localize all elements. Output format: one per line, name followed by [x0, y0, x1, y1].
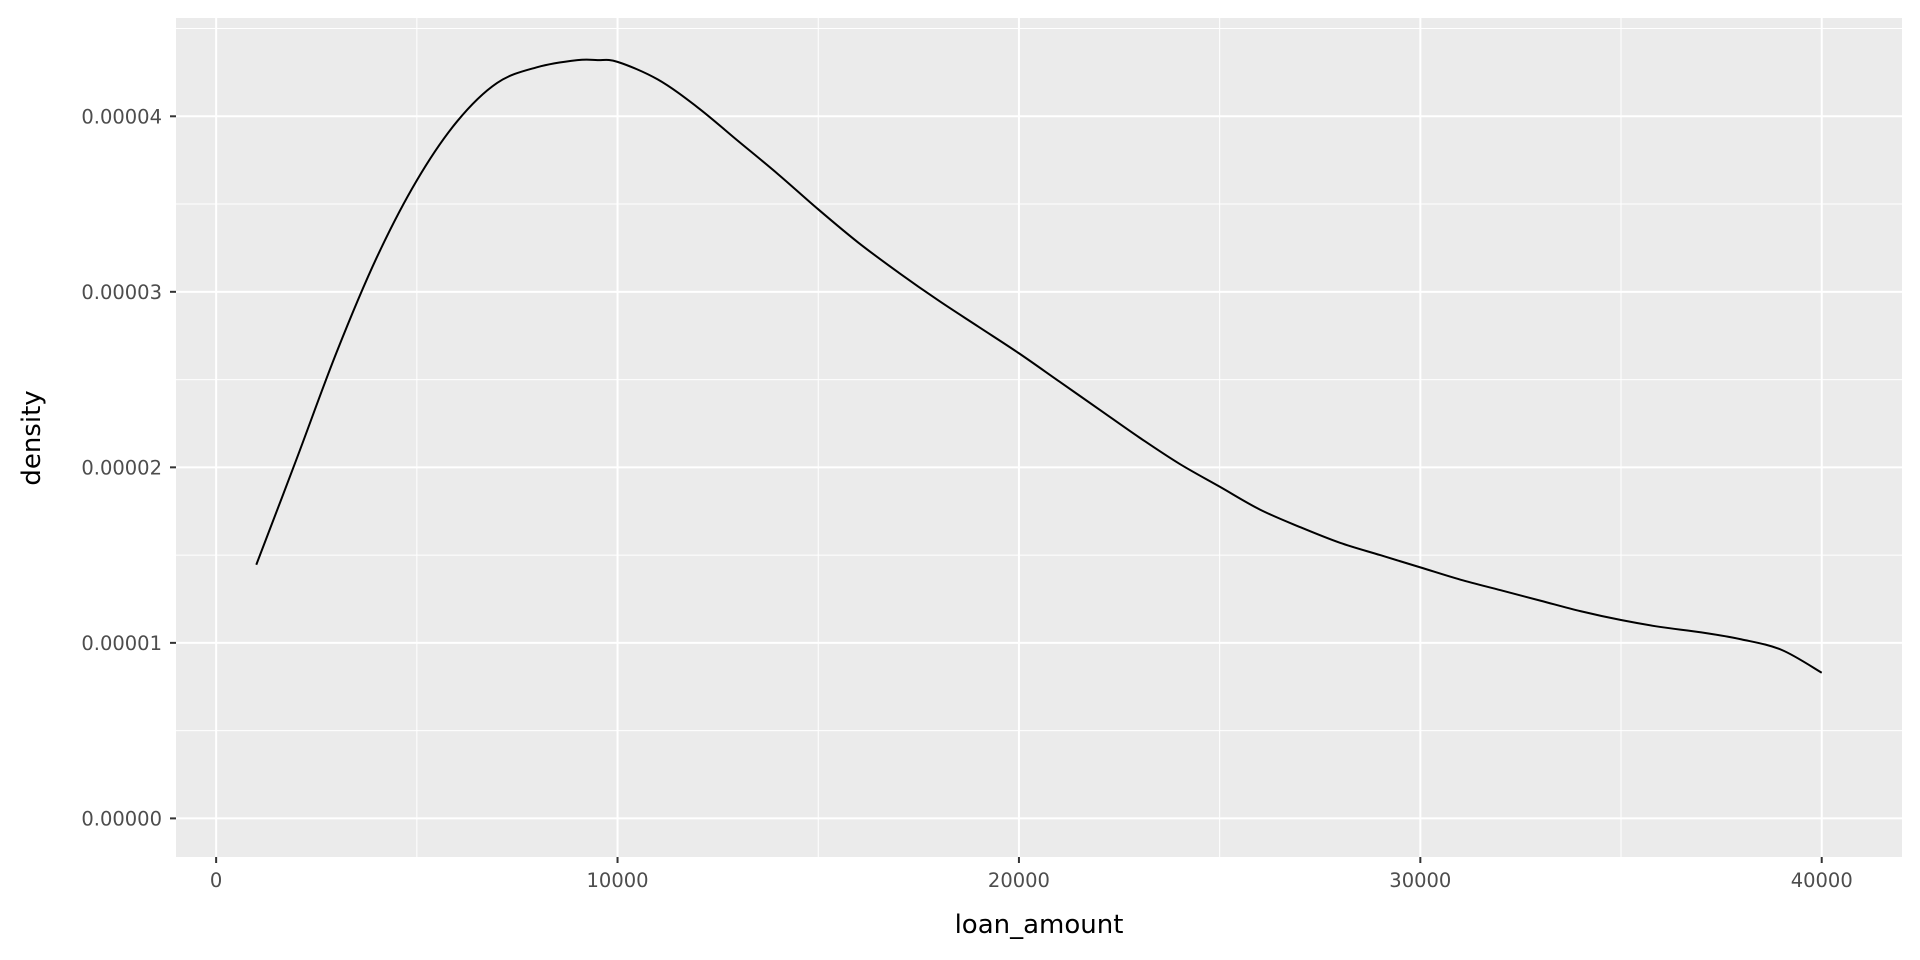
y-tick-label: 0.00004	[81, 105, 162, 128]
y-tick-label: 0.00000	[81, 807, 162, 830]
x-tick-label: 10000	[587, 869, 649, 892]
x-tick-label: 30000	[1389, 869, 1451, 892]
y-tick-label: 0.00003	[81, 281, 162, 304]
y-tick-label: 0.00002	[81, 456, 162, 479]
y-axis-title: density	[17, 390, 47, 485]
x-axis-title: loan_amount	[955, 910, 1124, 940]
plot-panel	[176, 18, 1902, 857]
x-tick-label: 40000	[1791, 869, 1853, 892]
x-tick-label: 0	[210, 869, 222, 892]
y-tick-label: 0.00001	[81, 632, 162, 655]
major-gridlines	[176, 18, 1902, 857]
x-tick-label: 20000	[988, 869, 1050, 892]
density-curve	[255, 58, 1823, 674]
x-axis-ticks: 0 10000 20000 30000 40000	[210, 857, 1853, 892]
y-axis-ticks: 0.00000 0.00001 0.00002 0.00003 0.00004	[81, 105, 176, 830]
minor-gridlines	[176, 18, 1902, 857]
